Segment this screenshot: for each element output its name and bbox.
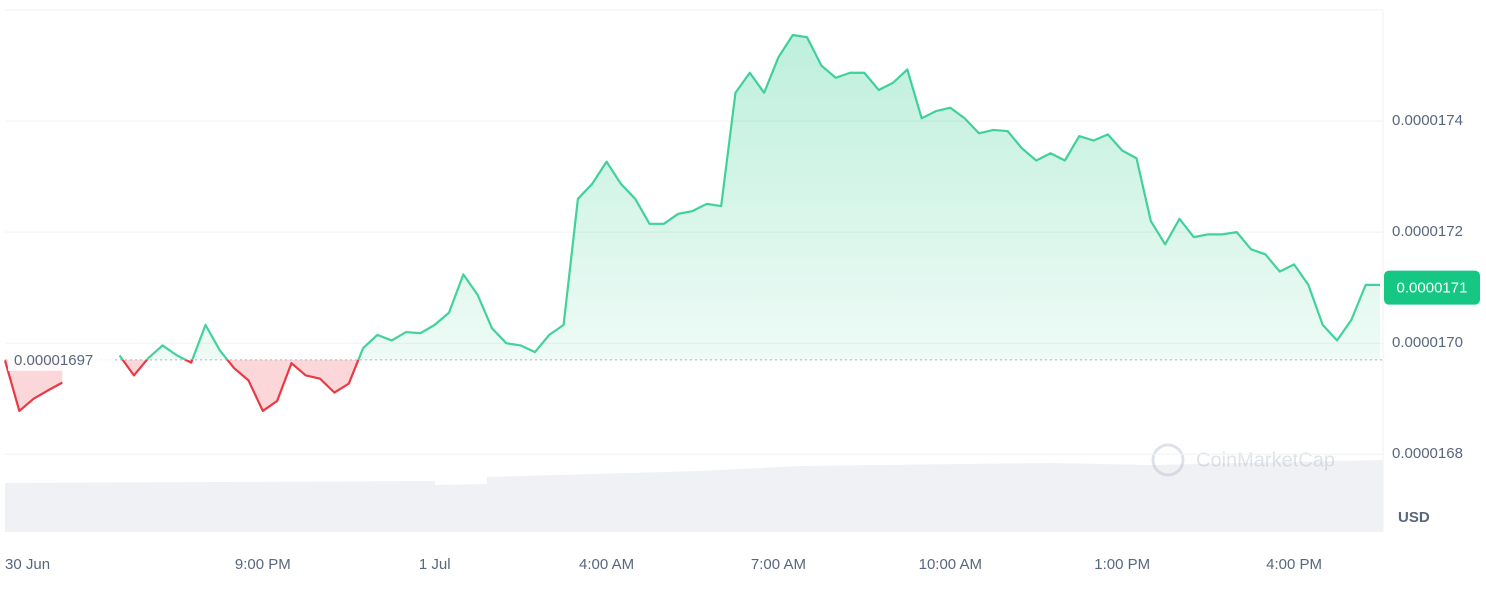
price-line-down bbox=[3, 359, 360, 413]
current-price-label: 0.0000171 bbox=[1397, 280, 1468, 297]
x-tick-label: 4:00 PM bbox=[1266, 556, 1322, 573]
x-tick-label: 1:00 PM bbox=[1094, 556, 1150, 573]
volume-band bbox=[5, 460, 1383, 532]
x-tick-label: 7:00 AM bbox=[751, 556, 806, 573]
x-tick-label: 1 Jul bbox=[419, 556, 451, 573]
x-tick-label: 9:00 PM bbox=[235, 556, 291, 573]
x-tick-label: 10:00 AM bbox=[919, 556, 982, 573]
currency-label: USD bbox=[1398, 509, 1430, 526]
current-price-box bbox=[1384, 270, 1480, 305]
watermark-text: CoinMarketCap bbox=[1196, 449, 1335, 471]
baseline-label-box bbox=[8, 348, 112, 371]
area-down bbox=[5, 359, 359, 411]
x-tick-label: 4:00 AM bbox=[579, 556, 634, 573]
x-tick-label: 30 Jun bbox=[5, 556, 50, 573]
area-up bbox=[5, 34, 1380, 360]
y-tick-label: 0.0000168 bbox=[1392, 445, 1463, 462]
y-tick-label: 0.0000172 bbox=[1392, 223, 1463, 240]
watermark: CoinMarketCap bbox=[1151, 443, 1335, 477]
y-tick-label: 0.0000170 bbox=[1392, 334, 1463, 351]
y-tick-label: 0.0000174 bbox=[1392, 112, 1463, 129]
price-line-up bbox=[118, 33, 1380, 360]
watermark-logo bbox=[1151, 443, 1185, 477]
baseline-label: 0.00001697 bbox=[14, 352, 93, 369]
